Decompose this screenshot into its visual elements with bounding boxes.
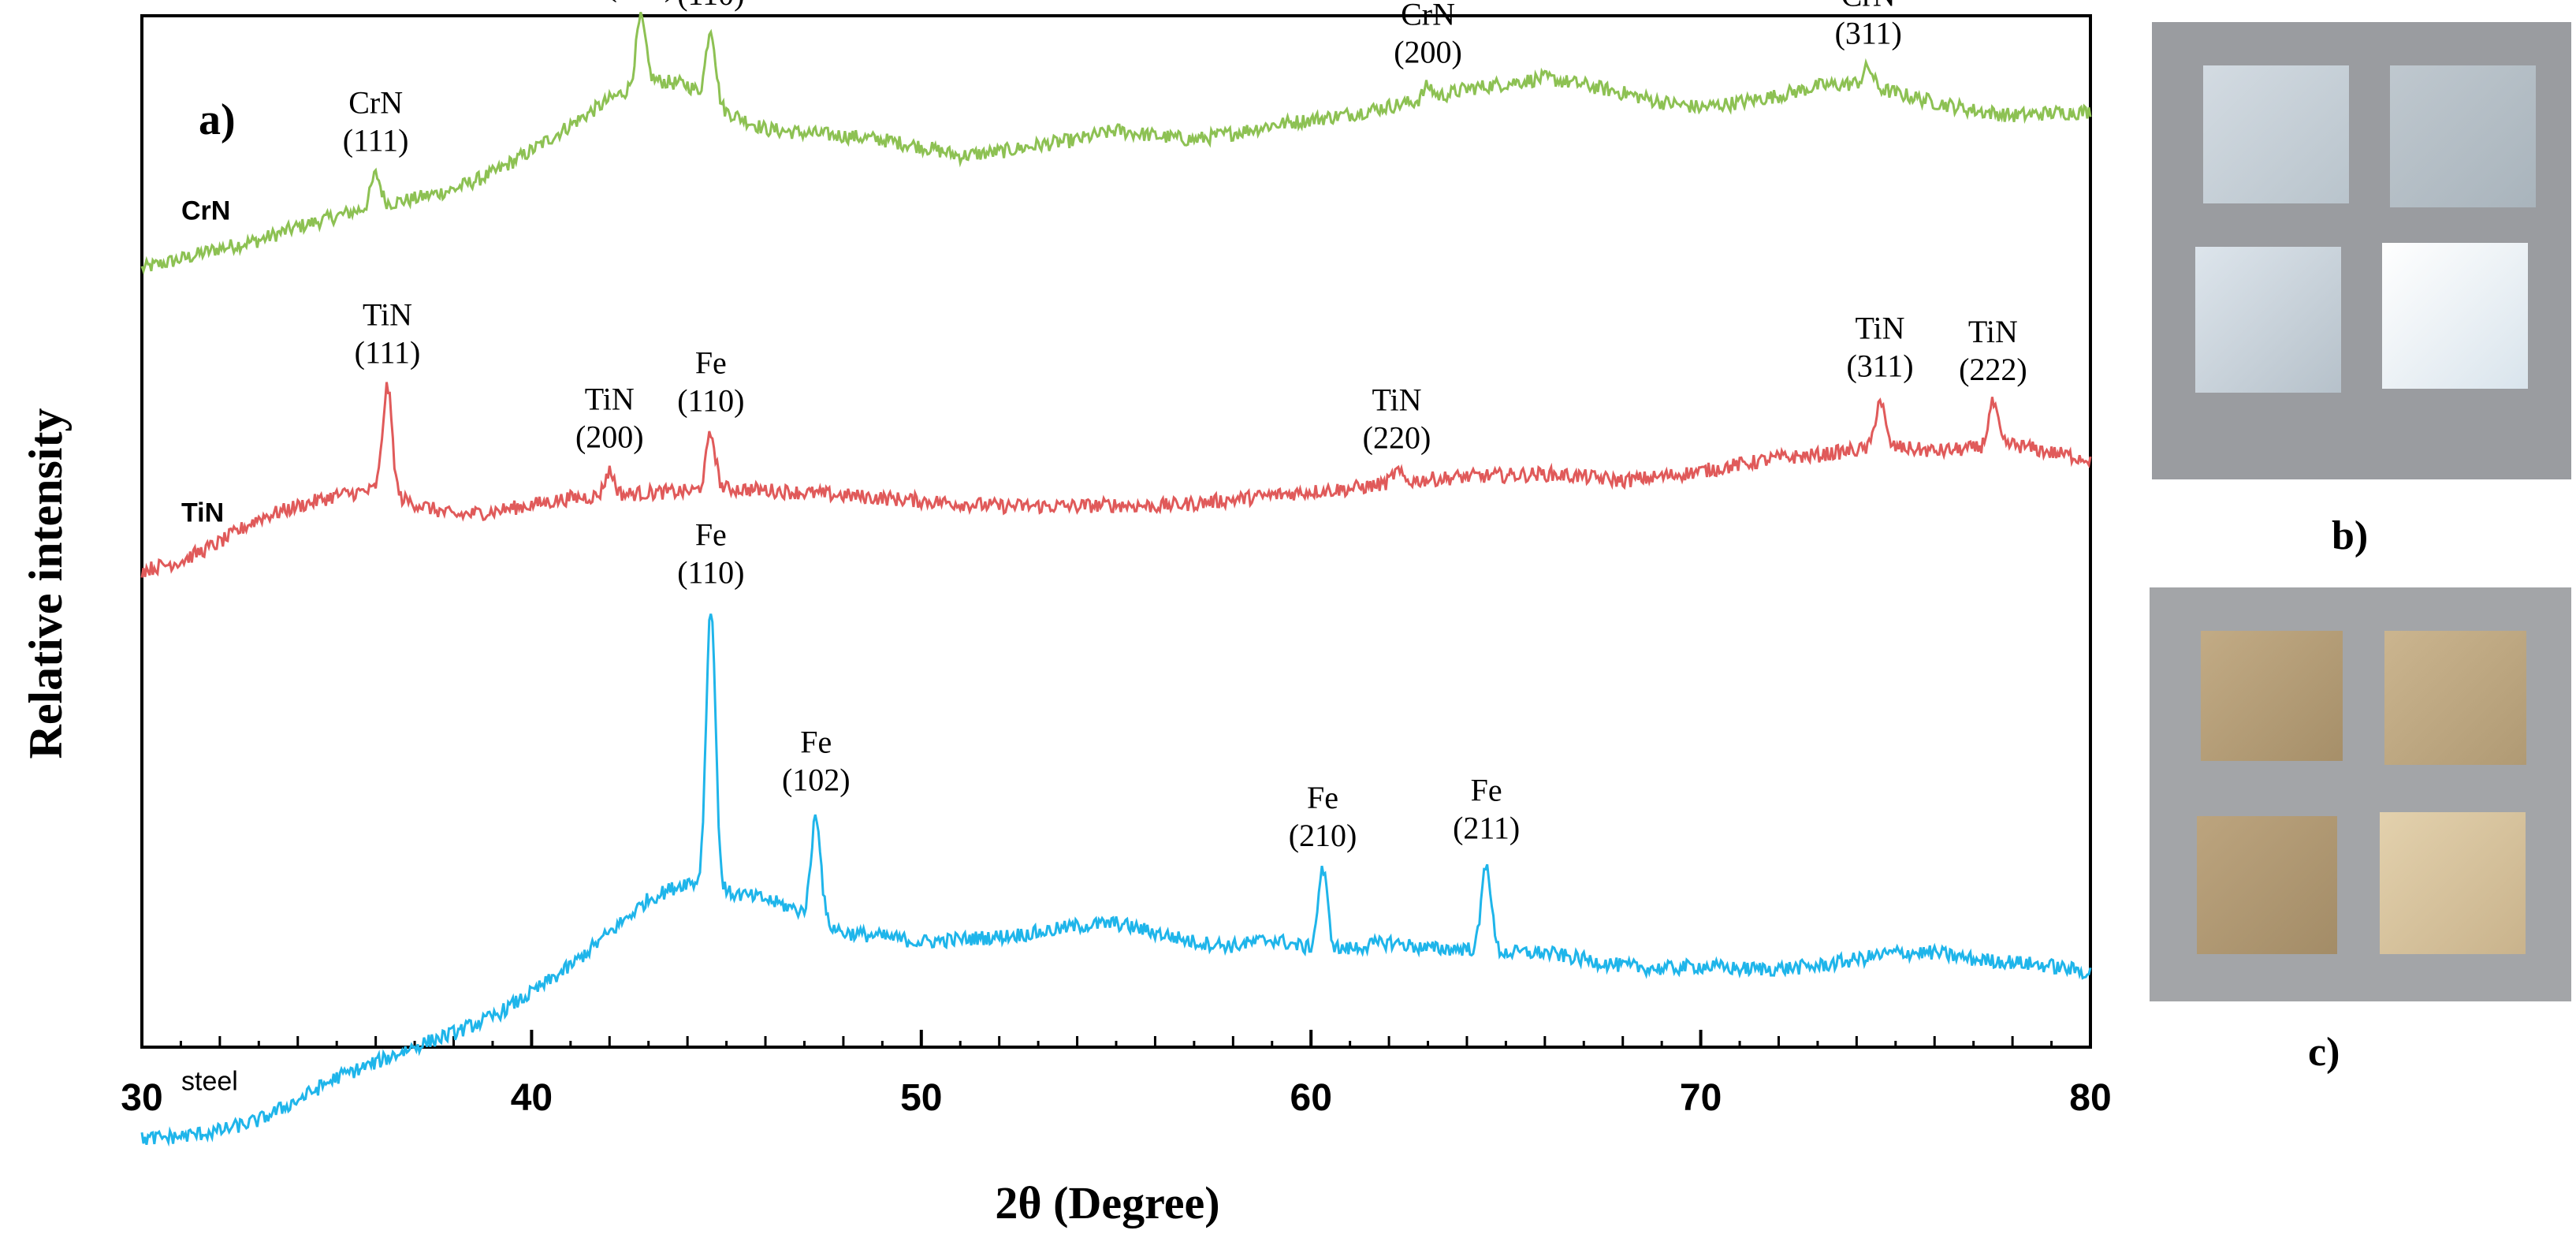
x-axis-label: 2θ (Degree) — [995, 1177, 1219, 1228]
peak-label-phase: TiN — [1856, 310, 1905, 345]
peak-label: Fe(110) — [677, 345, 744, 418]
peak-label: CrN (311) — [1835, 0, 1902, 51]
sample-chip — [2203, 65, 2349, 203]
x-tick-label: 50 — [900, 1077, 942, 1119]
peak-label-hkl: (110) — [677, 554, 744, 590]
x-tick-label: 70 — [1680, 1077, 1722, 1119]
series-line-tin — [140, 382, 2092, 578]
peak-label-phase: TiN — [585, 382, 635, 417]
peak-label-hkl: (222) — [1959, 352, 2027, 387]
series-line-crn — [140, 11, 2092, 275]
peak-label-hkl: (200) — [607, 0, 676, 2]
chart-axes: 30 40 50 60 70 80 — [121, 14, 2112, 1119]
peak-label: Fe(110) — [677, 516, 744, 590]
tin-coated-samples-photo — [2150, 587, 2571, 1001]
peak-label-phase: Fe — [800, 724, 832, 759]
x-tick-label: 30 — [121, 1077, 162, 1119]
peak-label: Fe(211) — [1453, 772, 1520, 845]
peak-label-phase: Fe — [1471, 772, 1502, 807]
peak-label-phase: Fe — [695, 516, 727, 552]
panel-label-b: b) — [2332, 513, 2369, 558]
panel-label-c: c) — [2308, 1030, 2340, 1075]
peak-label: TiN(200) — [575, 382, 644, 455]
peak-label-phase: TiN — [363, 297, 412, 333]
series-line-steel — [140, 613, 2092, 1147]
peak-label: Fe(110) — [677, 0, 744, 12]
peak-label-hkl: (111) — [343, 123, 409, 158]
peak-label-hkl: (200) — [575, 419, 644, 455]
peak-label-hkl: (311) — [1835, 16, 1902, 51]
peak-label: Fe(102) — [782, 724, 851, 797]
peak-label-hkl: (211) — [1453, 810, 1520, 845]
sample-chip — [2380, 812, 2526, 954]
peak-label-hkl: (200) — [1394, 34, 1462, 69]
peak-label-phase: Fe — [695, 345, 727, 380]
peak-label-phase: CrN — [348, 85, 403, 121]
peak-label-phase: TiN — [1968, 314, 2018, 349]
sample-chip — [2201, 631, 2343, 761]
x-tick-label: 60 — [1290, 1077, 1332, 1119]
peak-label: TiN(111) — [355, 297, 421, 371]
x-tick-label: 80 — [2069, 1077, 2111, 1119]
peak-label-hkl: (220) — [1363, 419, 1431, 455]
chart-series-layer — [140, 11, 2092, 1147]
chart-labels-layer: CrNCrN(111)CrN(200)Fe(110)CrN(200)CrN(31… — [181, 0, 2027, 1097]
panel-label-a: a) — [199, 95, 236, 144]
peak-label: TiN(311) — [1846, 310, 1913, 383]
sample-chip — [2384, 631, 2526, 765]
peak-label-phase: CrN — [1841, 0, 1896, 13]
peak-label: TiN(222) — [1959, 314, 2027, 387]
peak-label-hkl: (111) — [355, 335, 421, 371]
peak-label-hkl: (311) — [1846, 348, 1913, 383]
peak-label: CrN(200) — [607, 0, 676, 2]
series-name-steel: steel — [181, 1067, 238, 1097]
sample-chip — [2390, 65, 2536, 207]
sample-chip — [2382, 243, 2528, 389]
plot-frame — [140, 14, 2092, 1049]
peak-label-hkl: (102) — [782, 762, 851, 797]
series-name-tin: TiN — [181, 498, 224, 528]
peak-label-phase: TiN — [1372, 382, 1421, 417]
sample-chip — [2195, 247, 2341, 393]
peak-label-hkl: (210) — [1289, 818, 1357, 853]
peak-label-phase: Fe — [1307, 780, 1338, 815]
peak-label: TiN(220) — [1363, 382, 1431, 455]
peak-label-hkl: (110) — [677, 382, 744, 418]
peak-label: CrN(200) — [1394, 0, 1462, 69]
sample-chip — [2197, 816, 2337, 954]
peak-label: Fe(210) — [1289, 780, 1357, 853]
x-tick-label: 40 — [511, 1077, 553, 1119]
crn-coated-samples-photo — [2152, 22, 2571, 479]
peak-label-phase: CrN — [1401, 0, 1455, 32]
y-axis-label: Relative intensity — [20, 408, 72, 759]
peak-label-hkl: (110) — [677, 0, 744, 12]
peak-label: CrN(111) — [343, 85, 409, 158]
series-name-crn: CrN — [181, 196, 230, 226]
